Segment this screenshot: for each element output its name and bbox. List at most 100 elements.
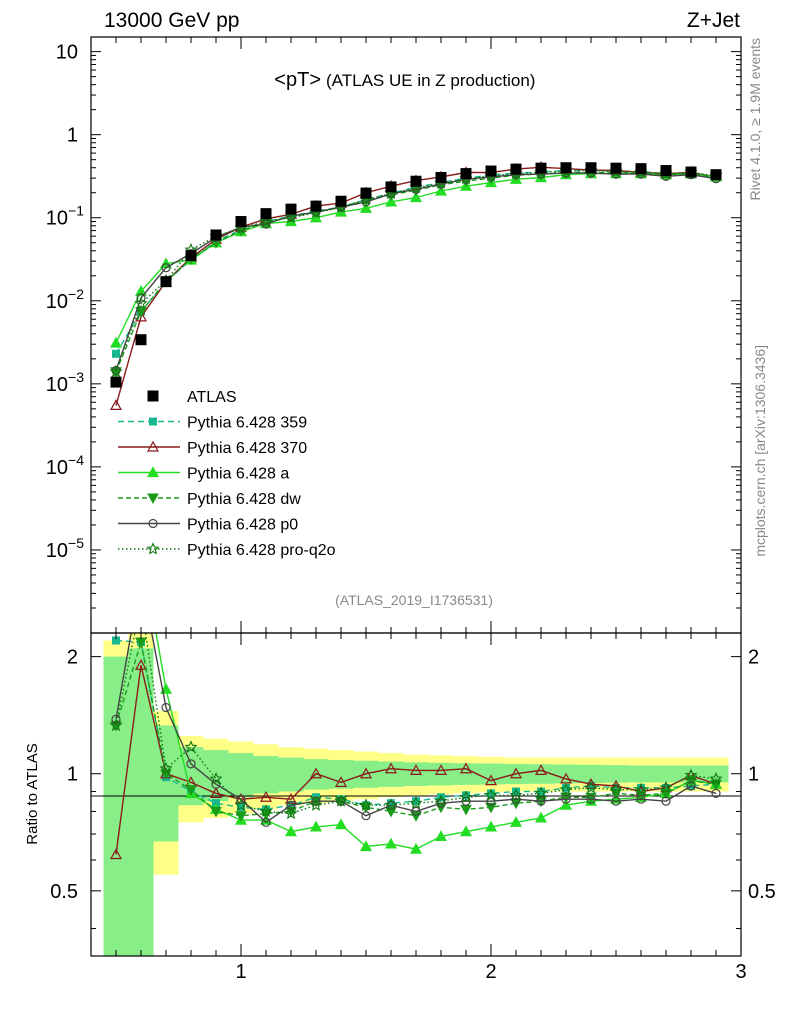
ratio-1-point-13 bbox=[434, 764, 448, 775]
ratio-5-point-14 bbox=[459, 790, 473, 803]
ratio-1-point-7 bbox=[284, 792, 298, 804]
ratio-5-point-16 bbox=[509, 788, 523, 801]
ratio-5-point-22 bbox=[659, 780, 673, 794]
ratio-stat-band-14 bbox=[453, 763, 479, 785]
atlas-point-5 bbox=[235, 216, 247, 228]
ratio-2-point-15 bbox=[484, 820, 498, 832]
ratio-5-point-4 bbox=[209, 772, 223, 785]
series-5-point-7 bbox=[284, 210, 298, 224]
ratio-2-point-7 bbox=[284, 825, 298, 837]
atlas-point-20 bbox=[610, 162, 622, 174]
ratio-3-point-15 bbox=[485, 802, 497, 814]
ratio-2-point-13 bbox=[434, 830, 448, 842]
atlas-point-19 bbox=[585, 162, 597, 174]
ratio-3-point-14 bbox=[460, 804, 472, 816]
ratio-4-point-12 bbox=[411, 806, 421, 817]
ytick-exponent: −1 bbox=[68, 203, 84, 219]
atlas-point-21 bbox=[635, 163, 647, 175]
legend-label-3: Pythia 6.428 dw bbox=[187, 491, 301, 508]
ratio-4-point-2 bbox=[161, 702, 171, 713]
ratio-ytick-label-right: 1 bbox=[748, 764, 759, 786]
series-line-3 bbox=[115, 171, 717, 372]
atlas-point-15 bbox=[485, 165, 497, 177]
ratio-0-point-18 bbox=[562, 783, 570, 792]
atlas-point-18 bbox=[560, 162, 572, 174]
ratio-0-point-20 bbox=[612, 783, 620, 792]
series-4-point-6 bbox=[261, 219, 271, 229]
series-2-point-0 bbox=[109, 336, 123, 348]
main-plot-panel: <pT> (ATLAS UE in Z production) (ATLAS_2… bbox=[46, 36, 742, 634]
series-2-point-1 bbox=[134, 285, 148, 296]
series-5-point-0 bbox=[109, 364, 123, 378]
main-ytick-label: 10 bbox=[56, 42, 78, 64]
ytick-base: 10 bbox=[46, 374, 68, 396]
ratio-ytick-label: 1 bbox=[67, 764, 78, 786]
ratio-4-point-13 bbox=[436, 798, 446, 808]
ratio-5-point-10 bbox=[359, 798, 373, 811]
ratio-line-5 bbox=[115, 633, 717, 815]
ratio-4-point-10 bbox=[361, 811, 371, 821]
ytick-base: 10 bbox=[46, 291, 68, 313]
analysis-id: (ATLAS_2019_I1736531) bbox=[335, 592, 493, 608]
legend-marker-4 bbox=[148, 518, 158, 529]
ratio-3-point-3 bbox=[185, 785, 197, 796]
ratio-5-point-3 bbox=[184, 740, 198, 753]
ratio-1-point-0 bbox=[109, 848, 123, 860]
atlas-point-24 bbox=[710, 169, 722, 181]
ytick-exponent: −5 bbox=[68, 535, 84, 551]
ratio-1-point-11 bbox=[384, 762, 398, 774]
ratio-2-point-10 bbox=[359, 840, 373, 852]
ratio-stat-band-21 bbox=[628, 765, 654, 783]
ratio-2-point-8 bbox=[309, 820, 323, 832]
ratio-ylabel: Ratio to ATLAS bbox=[24, 743, 41, 844]
ratio-2-point-11 bbox=[384, 837, 398, 849]
series-line-4 bbox=[115, 172, 717, 371]
atlas-point-2 bbox=[160, 276, 172, 288]
main-ytick-label: 10−3 bbox=[46, 369, 84, 396]
atlas-point-23 bbox=[685, 166, 697, 178]
legend-marker-5 bbox=[146, 542, 160, 555]
ratio-0-point-21 bbox=[637, 783, 645, 792]
atlas-point-1 bbox=[135, 334, 147, 346]
ratio-stat-band-6 bbox=[253, 756, 279, 794]
ytick-exponent: −4 bbox=[68, 452, 84, 468]
ratio-5-point-11 bbox=[384, 798, 398, 811]
main-ytick-label: 10−5 bbox=[46, 535, 84, 562]
ratio-5-point-15 bbox=[484, 788, 498, 801]
atlas-point-13 bbox=[435, 172, 447, 184]
ratio-5-point-9 bbox=[334, 794, 348, 807]
ratio-stat-band-2 bbox=[153, 725, 179, 842]
ratio-2-point-16 bbox=[509, 816, 523, 827]
ratio-5-point-23 bbox=[684, 768, 698, 782]
ratio-2-point-12 bbox=[409, 842, 423, 854]
ratio-0-point-15 bbox=[487, 789, 495, 798]
ratio-5-point-6 bbox=[259, 804, 273, 818]
atlas-point-0 bbox=[110, 376, 122, 388]
ratio-4-point-5 bbox=[236, 794, 246, 804]
ratio-stat-band-20 bbox=[603, 765, 629, 783]
legend-label-1: Pythia 6.428 370 bbox=[187, 440, 307, 457]
ratio-0-point-14 bbox=[462, 791, 470, 800]
ratio-1-point-16 bbox=[509, 767, 523, 779]
mcplots-label: mcplots.cern.ch [arXiv:1306.3436] bbox=[752, 345, 768, 557]
ratio-5-point-20 bbox=[609, 782, 623, 796]
ratio-4-point-21 bbox=[636, 794, 646, 804]
ratio-line-4 bbox=[115, 633, 717, 824]
ratio-5-point-12 bbox=[409, 796, 423, 809]
ratio-plot-panel: 0.5 0.5 1 1 2 2 1 2 3 Ratio to ATLAS bbox=[24, 583, 776, 983]
ratio-2-point-0 bbox=[111, 583, 121, 592]
ratio-2-point-14 bbox=[459, 825, 473, 837]
header-right: Z+Jet bbox=[687, 9, 740, 32]
ratio-5-point-1 bbox=[136, 597, 146, 607]
atlas-point-12 bbox=[410, 175, 422, 187]
main-ytick-label: 10−1 bbox=[46, 203, 84, 230]
ratio-5-point-17 bbox=[534, 786, 548, 800]
ratio-3-point-5 bbox=[235, 811, 247, 822]
ratio-stat-band-19 bbox=[578, 764, 604, 784]
atlas-point-8 bbox=[310, 200, 322, 212]
series-5-point-6 bbox=[259, 214, 273, 228]
series-3-point-1 bbox=[135, 307, 147, 318]
ratio-5-point-0 bbox=[109, 718, 123, 732]
legend: ATLAS Pythia 6.428 359 Pythia 6.428 370 Pyt… bbox=[118, 389, 336, 559]
atlas-point-9 bbox=[335, 195, 347, 207]
